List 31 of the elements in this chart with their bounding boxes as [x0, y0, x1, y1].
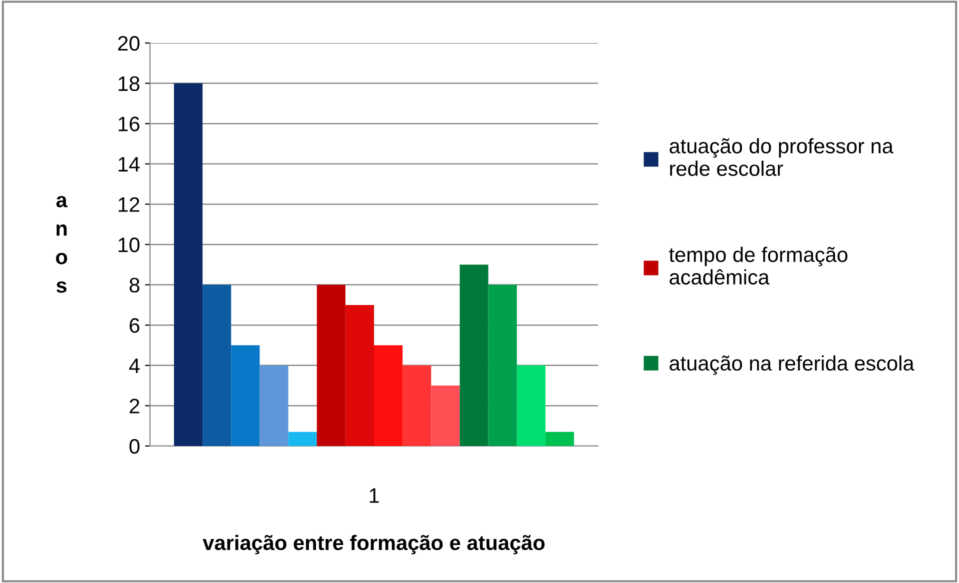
bar	[545, 432, 574, 446]
y-axis-title: anos	[56, 196, 68, 293]
bar	[345, 304, 374, 446]
bar	[488, 284, 517, 446]
bar	[402, 365, 432, 446]
bar	[231, 345, 260, 446]
bar	[516, 365, 546, 446]
y-tick-label: 0	[130, 439, 140, 454]
x-tick-label: 1	[370, 488, 379, 503]
y-tick-label: 14	[118, 157, 140, 172]
legend-label: tempo de formação acadêmica	[669, 246, 848, 285]
y-tick-label: 20	[118, 36, 140, 51]
y-tick-label: 10	[118, 238, 140, 252]
bar	[202, 284, 232, 446]
y-tick-label: 6	[130, 318, 140, 333]
bar	[174, 83, 203, 446]
bar	[374, 345, 403, 446]
bar	[316, 284, 346, 446]
bar	[260, 365, 288, 446]
legend-label: atuação na referida escola	[670, 355, 914, 375]
y-tick-label: 16	[118, 116, 140, 132]
y-tick-label: 4	[129, 358, 140, 373]
x-axis-title: variação entre formação e atuação	[202, 534, 545, 554]
y-tick-label: 12	[118, 197, 140, 212]
bar	[431, 386, 460, 446]
y-tick-label: 8	[130, 278, 140, 293]
bar	[288, 432, 317, 446]
y-tick-label: 2	[130, 398, 140, 414]
legend-label: atuação do professor na rede escolar	[670, 138, 894, 176]
bar	[460, 264, 488, 446]
y-tick-label: 18	[118, 76, 140, 92]
